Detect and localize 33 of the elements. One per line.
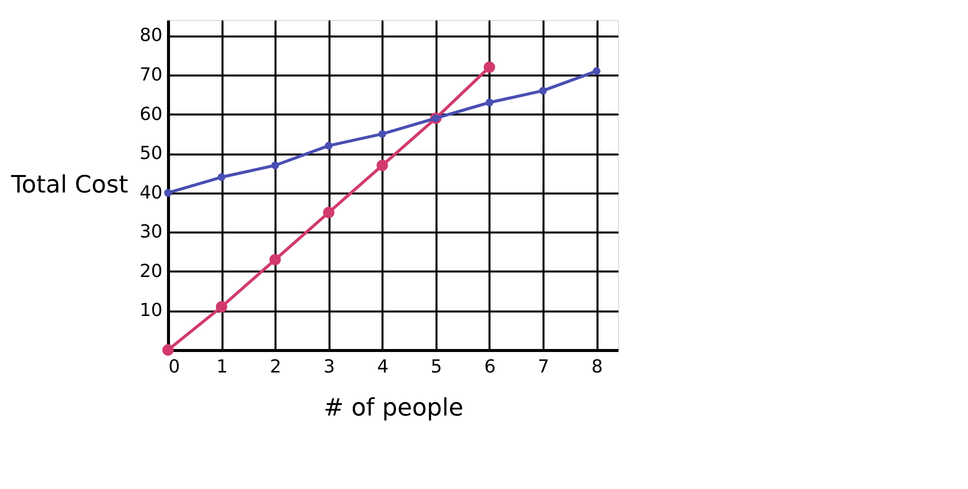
point (269, 254, 281, 266)
point (271, 161, 280, 170)
point (324, 142, 333, 150)
x-tick-label: 6 (484, 356, 496, 378)
y-tick-label: 70 (140, 64, 162, 86)
x-tick-label: 0 (168, 356, 180, 378)
point (323, 206, 334, 218)
x-tick-label: 3 (323, 356, 335, 378)
y-tick-label: 20 (140, 260, 162, 282)
x-axis-title: # of people (324, 394, 464, 422)
x-tick-label: 5 (430, 356, 442, 378)
point (592, 67, 600, 75)
y-tick-label: 30 (140, 222, 162, 243)
x-tick-label: 1 (216, 356, 228, 378)
y-tick-label: 50 (140, 143, 162, 164)
point (218, 173, 226, 182)
y-tick-label: 60 (140, 104, 162, 125)
point (164, 188, 172, 197)
point (162, 344, 174, 356)
point (486, 98, 494, 106)
point (484, 61, 496, 73)
x-tick-label: 8 (591, 356, 603, 378)
y-tick-label: 10 (140, 300, 162, 322)
point (539, 86, 547, 95)
y-tick-label: 40 (140, 182, 162, 204)
point (378, 130, 386, 138)
x-tick-label: 2 (270, 356, 282, 378)
y-tick-label: 80 (140, 25, 162, 46)
point (216, 301, 228, 312)
x-tick-label: 4 (377, 356, 389, 378)
point (376, 160, 388, 172)
y-axis-title: Total Cost (10, 170, 128, 198)
x-tick-label: 7 (538, 356, 550, 378)
